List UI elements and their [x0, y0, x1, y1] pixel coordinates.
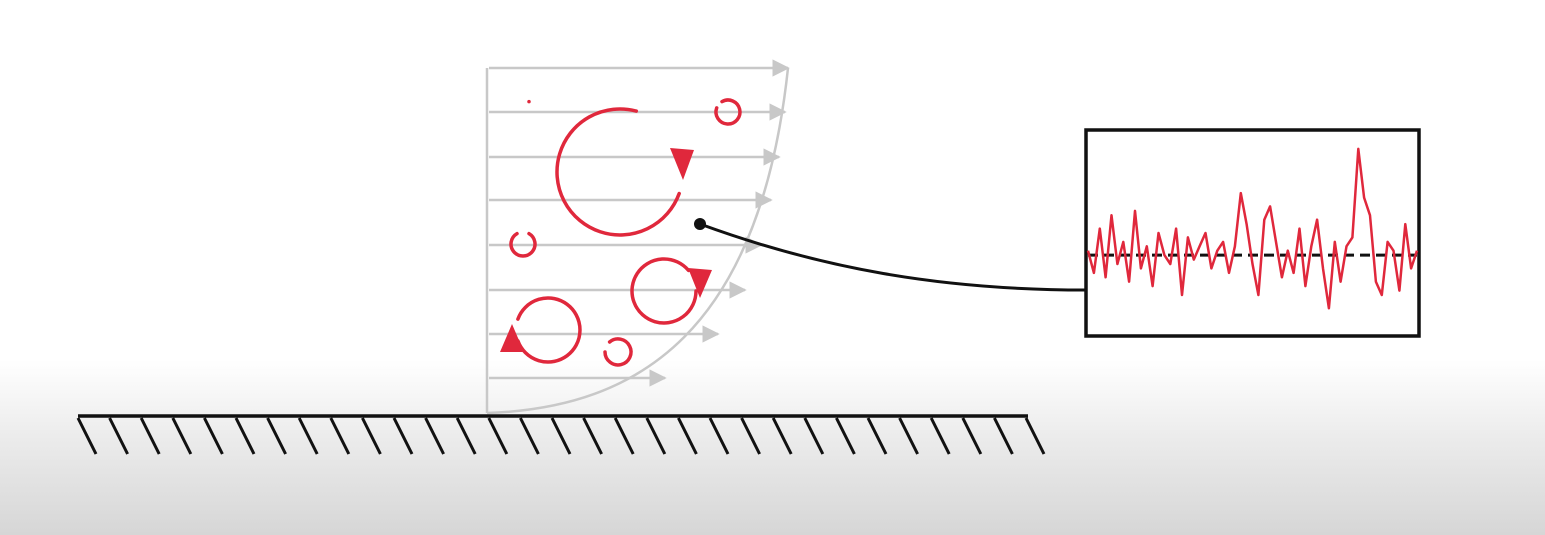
- small-eddy-top-right: [714, 98, 742, 126]
- wall-hatch: [1024, 417, 1046, 455]
- wall-hatch: [424, 417, 445, 455]
- velocity-signal-trace: [1086, 147, 1419, 310]
- connector-line: [699, 222, 1087, 292]
- wall-hatch: [613, 417, 635, 455]
- small-eddy-bottom: [603, 337, 633, 367]
- velocity-profile: [485, 59, 790, 415]
- large-eddy-arc: [555, 107, 681, 237]
- probe-connector: [694, 218, 1087, 292]
- wall-hatch: [993, 417, 1014, 455]
- wall-hatch: [771, 417, 793, 455]
- wall-hatch: [76, 417, 98, 455]
- medium-eddy-arrowhead: [688, 268, 712, 298]
- wall-hatch: [550, 417, 572, 455]
- wall-hatch: [677, 417, 698, 455]
- hatched-wall: [76, 414, 1046, 455]
- probe-point: [694, 218, 706, 230]
- wall-hatch: [329, 417, 351, 455]
- wall-hatch: [266, 417, 287, 455]
- wall-hatch: [803, 417, 825, 455]
- medium-eddy-left: [516, 296, 582, 364]
- wall-hatch: [519, 417, 540, 455]
- profile-curve: [486, 67, 790, 415]
- wall-hatch: [866, 417, 888, 455]
- wall-hatch: [361, 417, 382, 455]
- wall-hatch: [297, 417, 319, 455]
- wall-hatch: [961, 417, 983, 455]
- wall-hatch: [929, 417, 951, 455]
- medium-eddy-right: [630, 257, 698, 325]
- wall-hatch: [171, 417, 193, 455]
- wall-hatch: [455, 417, 477, 455]
- wall-hatch: [203, 417, 224, 455]
- wall-hatch: [898, 417, 919, 455]
- wall-hatch: [392, 417, 414, 455]
- wall-hatch: [740, 417, 761, 455]
- eddies-group: [500, 98, 742, 367]
- wall-hatch: [645, 417, 667, 455]
- wall-hatch: [139, 417, 161, 455]
- small-eddy-mid-left: [509, 231, 537, 258]
- wall-hatch: [708, 417, 730, 455]
- large-eddy-arrowhead: [670, 148, 694, 180]
- wall-hatch: [487, 417, 509, 455]
- wall-hatch: [108, 417, 129, 455]
- medium-eddy-left-arrowhead: [500, 324, 524, 352]
- wall-hatch: [234, 417, 256, 455]
- wall-hatch: [835, 417, 856, 455]
- signal-inset: [1084, 128, 1421, 338]
- wall-hatch: [582, 417, 603, 455]
- inset-frame: [1084, 128, 1421, 338]
